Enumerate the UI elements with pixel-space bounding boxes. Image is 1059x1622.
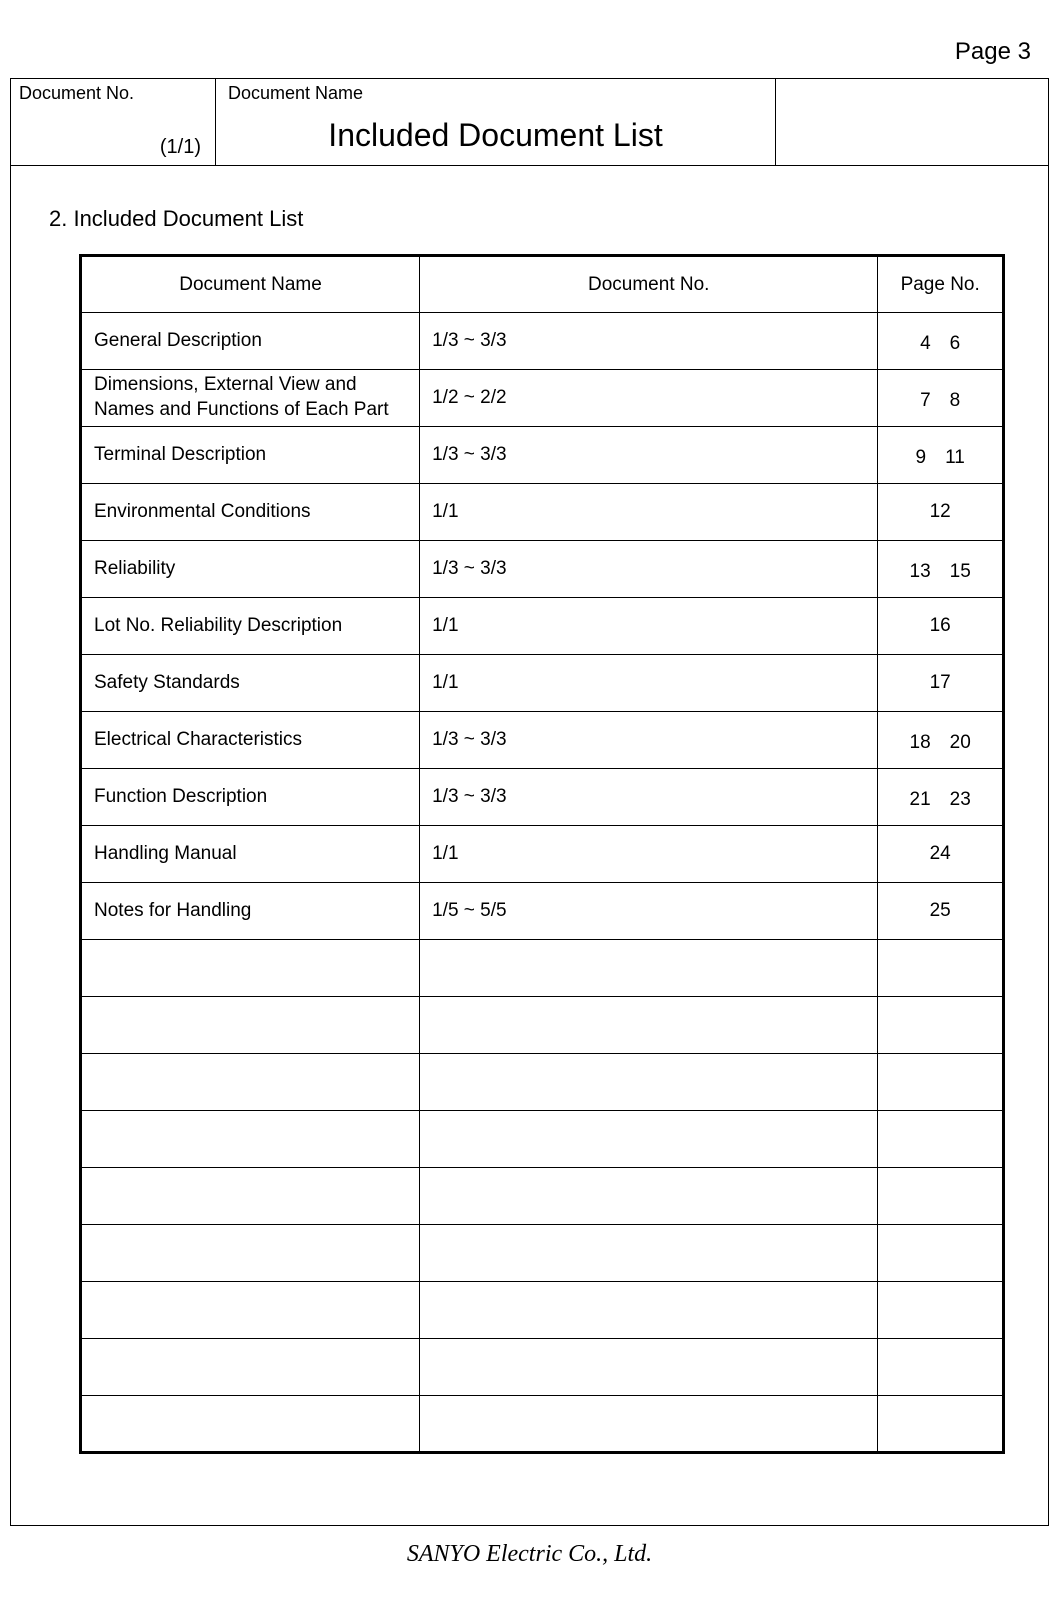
- cell-page: [878, 1054, 1004, 1111]
- col-header-name: Document Name: [81, 256, 420, 313]
- doc-no-label: Document No.: [19, 83, 134, 104]
- cell-name: [81, 1339, 420, 1396]
- table-row: Lot No. Reliability Description1/116: [81, 598, 1004, 655]
- cell-page: 4 6: [878, 313, 1004, 370]
- cell-page: [878, 1396, 1004, 1453]
- col-header-page: Page No.: [878, 256, 1004, 313]
- table-row: Environmental Conditions1/112: [81, 484, 1004, 541]
- cell-name: Function Description: [81, 769, 420, 826]
- table-row: [81, 1339, 1004, 1396]
- cell-no: 1/3 ~ 3/3: [420, 313, 878, 370]
- cell-name: Terminal Description: [81, 427, 420, 484]
- cell-name: [81, 1111, 420, 1168]
- cell-no: 1/3 ~ 3/3: [420, 769, 878, 826]
- table-row: Dimensions, External View and Names and …: [81, 370, 1004, 427]
- table-row: Reliability1/3 ~ 3/313 15: [81, 541, 1004, 598]
- cell-name: Electrical Characteristics: [81, 712, 420, 769]
- doc-name-label: Document Name: [228, 83, 363, 104]
- table-row: Notes for Handling1/5 ~ 5/525: [81, 883, 1004, 940]
- cell-page: [878, 997, 1004, 1054]
- cell-page: 17: [878, 655, 1004, 712]
- table-row: [81, 997, 1004, 1054]
- cell-name: Notes for Handling: [81, 883, 420, 940]
- cell-no: [420, 1054, 878, 1111]
- cell-no: [420, 1225, 878, 1282]
- table-row: [81, 1054, 1004, 1111]
- table-row: Safety Standards1/117: [81, 655, 1004, 712]
- cell-name: Handling Manual: [81, 826, 420, 883]
- cell-page: [878, 1168, 1004, 1225]
- doc-no-cell: Document No. (1/1): [11, 79, 216, 165]
- cell-no: [420, 940, 878, 997]
- cell-name: [81, 1282, 420, 1339]
- cell-name: Dimensions, External View and Names and …: [81, 370, 420, 427]
- cell-page: 21 23: [878, 769, 1004, 826]
- cell-name: [81, 940, 420, 997]
- cell-no: 1/3 ~ 3/3: [420, 712, 878, 769]
- cell-no: 1/3 ~ 3/3: [420, 427, 878, 484]
- cell-no: [420, 997, 878, 1054]
- table-row: [81, 940, 1004, 997]
- table-row: Electrical Characteristics1/3 ~ 3/318 20: [81, 712, 1004, 769]
- cell-name: [81, 1396, 420, 1453]
- cell-name: Lot No. Reliability Description: [81, 598, 420, 655]
- cell-name: Reliability: [81, 541, 420, 598]
- table-row: [81, 1396, 1004, 1453]
- cell-name: [81, 1054, 420, 1111]
- cell-name: Safety Standards: [81, 655, 420, 712]
- col-header-no: Document No.: [420, 256, 878, 313]
- cell-name: [81, 997, 420, 1054]
- cell-page: [878, 1225, 1004, 1282]
- cell-name: Environmental Conditions: [81, 484, 420, 541]
- cell-page: [878, 1111, 1004, 1168]
- cell-page: [878, 1339, 1004, 1396]
- cell-no: 1/3 ~ 3/3: [420, 541, 878, 598]
- cell-page: 16: [878, 598, 1004, 655]
- doc-name-cell: Document Name Included Document List: [216, 79, 776, 165]
- page-number: Page 3: [955, 38, 1031, 66]
- cell-no: [420, 1168, 878, 1225]
- table-header-row: Document Name Document No. Page No.: [81, 256, 1004, 313]
- table-row: Function Description1/3 ~ 3/321 23: [81, 769, 1004, 826]
- table-row: General Description1/3 ~ 3/34 6: [81, 313, 1004, 370]
- cell-name: [81, 1168, 420, 1225]
- cell-page: 9 11: [878, 427, 1004, 484]
- cell-page: 12: [878, 484, 1004, 541]
- cell-no: [420, 1339, 878, 1396]
- section-heading: 2. Included Document List: [49, 206, 1048, 232]
- cell-no: 1/1: [420, 655, 878, 712]
- header-row: Document No. (1/1) Document Name Include…: [11, 78, 1048, 166]
- cell-no: 1/2 ~ 2/2: [420, 370, 878, 427]
- doc-name-title: Included Document List: [216, 117, 775, 154]
- table-row: [81, 1225, 1004, 1282]
- cell-page: [878, 1282, 1004, 1339]
- cell-no: 1/1: [420, 826, 878, 883]
- doc-no-value: (1/1): [160, 136, 201, 159]
- cell-no: 1/5 ~ 5/5: [420, 883, 878, 940]
- cell-page: 7 8: [878, 370, 1004, 427]
- cell-no: 1/1: [420, 484, 878, 541]
- cell-no: 1/1: [420, 598, 878, 655]
- cell-page: [878, 940, 1004, 997]
- table-row: [81, 1282, 1004, 1339]
- cell-page: 25: [878, 883, 1004, 940]
- table-row: [81, 1168, 1004, 1225]
- cell-no: [420, 1396, 878, 1453]
- cell-page: 24: [878, 826, 1004, 883]
- table-row: Handling Manual1/124: [81, 826, 1004, 883]
- main-frame: Document No. (1/1) Document Name Include…: [10, 78, 1049, 1526]
- cell-no: [420, 1282, 878, 1339]
- cell-name: General Description: [81, 313, 420, 370]
- table-row: [81, 1111, 1004, 1168]
- cell-no: [420, 1111, 878, 1168]
- footer-company: SANYO Electric Co., Ltd.: [0, 1541, 1059, 1568]
- cell-page: 18 20: [878, 712, 1004, 769]
- document-table: Document Name Document No. Page No. Gene…: [79, 254, 1005, 1454]
- cell-page: 13 15: [878, 541, 1004, 598]
- table-row: Terminal Description1/3 ~ 3/39 11: [81, 427, 1004, 484]
- cell-name: [81, 1225, 420, 1282]
